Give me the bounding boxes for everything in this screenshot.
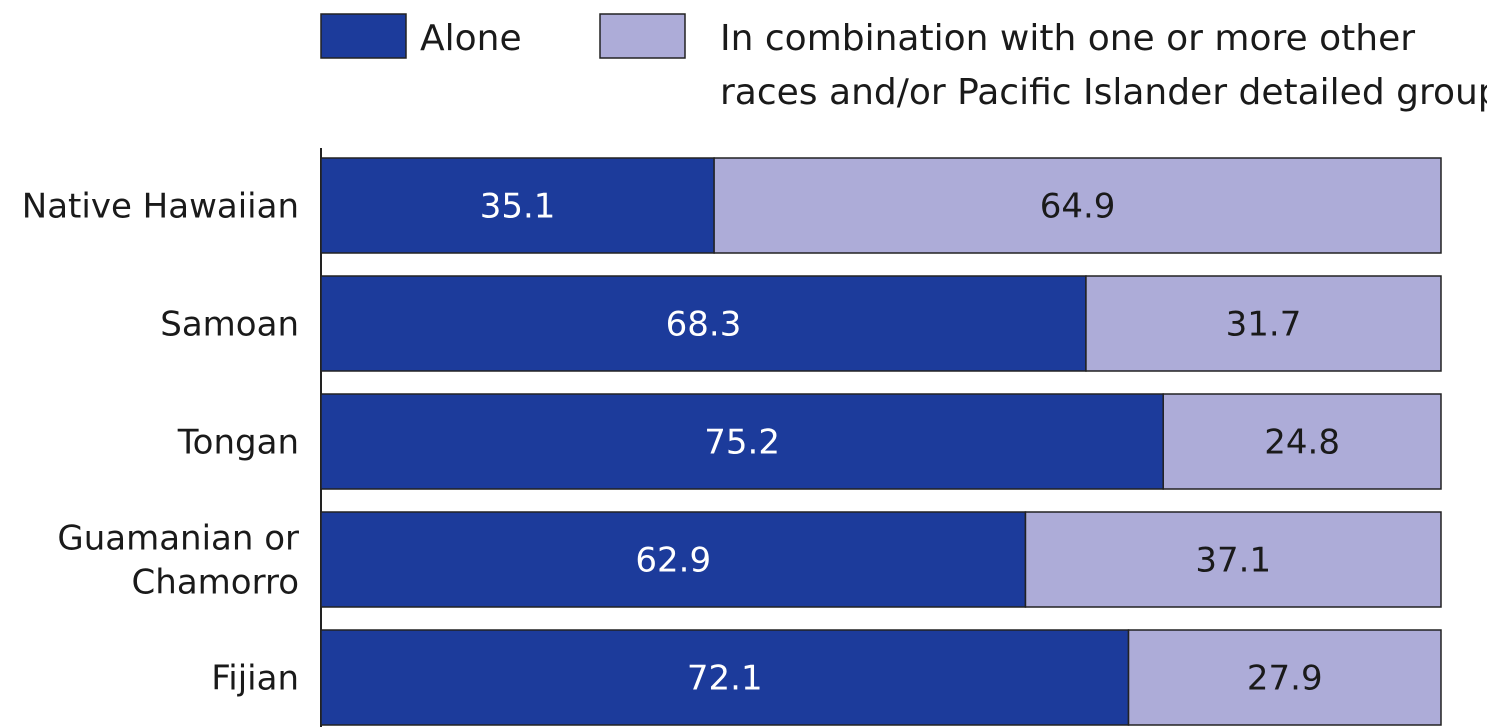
bars-area: 35.1 64.9 68.3 31.7 75.2 24.8 62.9 37.1 72.1 27.9	[320, 157, 1442, 726]
bar-alone-1	[320, 275, 1087, 372]
category-label-1: Samoan	[160, 305, 299, 345]
legend-label-combination-line-1: In combination with one or more other	[720, 18, 1415, 59]
value-label-alone-0: 35.1	[480, 187, 556, 227]
category-label-3-line-2: Chamorro	[132, 563, 299, 603]
category-label-0: Native Hawaiian	[22, 187, 299, 227]
bar-combination-2	[1162, 393, 1442, 490]
category-label-4: Fijian	[211, 659, 299, 699]
legend-label-alone-line-1: Alone	[420, 18, 522, 59]
value-label-combination-2: 24.8	[1264, 423, 1340, 463]
category-label-2: Tongan	[177, 423, 299, 463]
value-label-combination-0: 64.9	[1040, 187, 1116, 227]
legend-label-combination-line-2: races and/or Pacific Islander detailed g…	[720, 72, 1487, 113]
bar-combination-3	[1024, 511, 1442, 608]
category-label-3-line-1: Guamanian or	[57, 519, 299, 559]
value-label-alone-2: 75.2	[704, 423, 780, 463]
value-label-alone-1: 68.3	[666, 305, 742, 345]
bar-alone-4	[320, 629, 1130, 726]
bar-combination-0	[713, 157, 1442, 254]
bar-combination-4	[1127, 629, 1442, 726]
value-label-combination-1: 31.7	[1226, 305, 1302, 345]
value-label-combination-4: 27.9	[1247, 659, 1323, 699]
value-label-alone-4: 72.1	[687, 659, 763, 699]
bar-combination-1	[1085, 275, 1442, 372]
legend: Alone In combination with one or more oth…	[320, 13, 1487, 113]
value-label-alone-3: 62.9	[635, 541, 711, 581]
legend-swatch-alone	[320, 13, 407, 59]
category-labels: Native Hawaiian Samoan Tongan Guamanian orC…	[22, 187, 299, 699]
legend-swatch-combination	[599, 13, 686, 59]
bar-alone-0	[320, 157, 715, 254]
value-label-combination-3: 37.1	[1195, 541, 1271, 581]
